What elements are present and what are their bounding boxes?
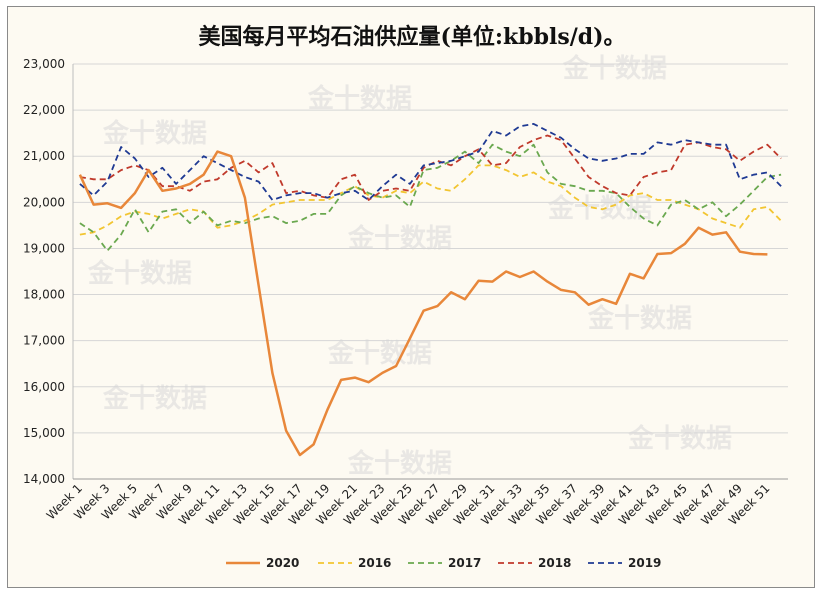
legend-label-2019: 2019 bbox=[628, 556, 661, 570]
y-tick-label: 17,000 bbox=[23, 334, 65, 348]
y-tick-label: 22,000 bbox=[23, 103, 65, 117]
y-tick-label: 23,000 bbox=[23, 57, 65, 71]
y-tick-label: 14,000 bbox=[23, 472, 65, 486]
legend-label-2016: 2016 bbox=[358, 556, 391, 570]
series-line-2016 bbox=[79, 164, 782, 236]
y-tick-label: 15,000 bbox=[23, 426, 65, 440]
watermark-text: 金十数据 bbox=[587, 303, 692, 334]
legend-label-2020: 2020 bbox=[266, 556, 299, 570]
y-tick-label: 18,000 bbox=[23, 288, 65, 302]
y-tick-label: 16,000 bbox=[23, 380, 65, 394]
series-layer bbox=[78, 123, 782, 457]
watermark-text: 金十数据 bbox=[347, 223, 452, 254]
y-tick-label: 20,000 bbox=[23, 195, 65, 209]
y-tick-label: 21,000 bbox=[23, 149, 65, 163]
watermark-text: 金十数据 bbox=[307, 83, 412, 114]
chart-title: 美国每月平均石油供应量(单位:kbbls/d)。 bbox=[198, 24, 626, 50]
legend-label-2017: 2017 bbox=[448, 556, 481, 570]
series-line-2020 bbox=[78, 150, 768, 457]
watermark-text: 金十数据 bbox=[327, 338, 432, 369]
y-tick-label: 19,000 bbox=[23, 241, 65, 255]
series-line-2019 bbox=[79, 123, 782, 201]
legend: 2020 2016 2017 2018 2019 bbox=[226, 556, 661, 570]
watermark-text: 金十数据 bbox=[102, 118, 207, 149]
watermark-text: 金十数据 bbox=[547, 193, 652, 224]
y-axis: 14,000 15,000 16,000 17,000 18,000 19,000 20,0… bbox=[23, 57, 788, 486]
series-line-2017 bbox=[79, 143, 782, 252]
chart-frame: 美国每月平均石油供应量(单位:kbbls/d)。 金十数据 金十数据 金十数据 金十数… bbox=[7, 6, 815, 588]
legend-label-2018: 2018 bbox=[538, 556, 571, 570]
watermark-text: 金十数据 bbox=[347, 448, 452, 479]
watermark-text: 金十数据 bbox=[102, 383, 207, 414]
watermark-text: 金十数据 bbox=[562, 53, 667, 84]
grid-layer bbox=[73, 63, 788, 480]
watermark-text: 金十数据 bbox=[627, 423, 732, 454]
watermark-text: 金十数据 bbox=[87, 258, 192, 289]
line-chart: 金十数据金十数据金十数据金十数据金十数据金十数据金十数据金十数据金十数据金十数据… bbox=[23, 53, 788, 570]
watermark-layer: 金十数据金十数据金十数据金十数据金十数据金十数据金十数据金十数据金十数据金十数据… bbox=[87, 53, 732, 479]
